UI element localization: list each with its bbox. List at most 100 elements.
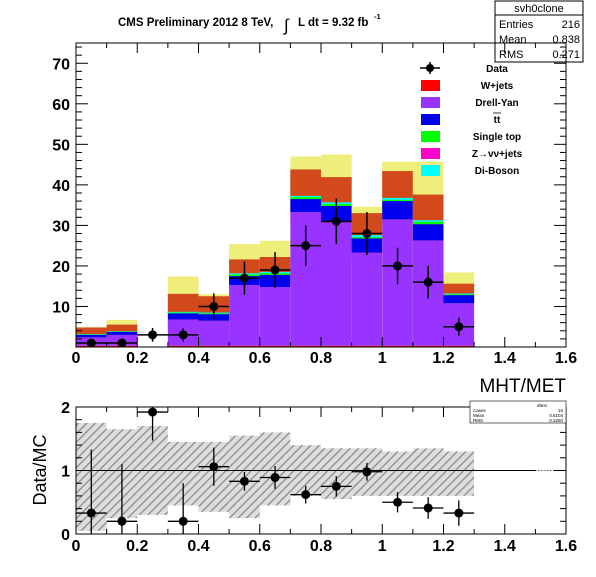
ratio-point: [332, 482, 341, 491]
ratio-point: [240, 477, 249, 486]
legend-swatch-diboson: [421, 165, 440, 176]
uncertainty-upper-bar: [321, 177, 352, 202]
legend-swatch-dy: [421, 97, 440, 108]
main-x-tick-label: 1: [378, 350, 387, 367]
stats-entries-value: 216: [562, 19, 580, 31]
data-point: [424, 278, 433, 287]
stats-rms-label: RMS: [499, 49, 523, 61]
ratio-band-bar: [413, 448, 444, 496]
legend-label: Z→νν+jets: [472, 149, 523, 160]
legend-label: Data: [486, 64, 508, 75]
main-y-tick-label: 50: [52, 137, 70, 154]
stack-bar-ttbar: [107, 332, 138, 335]
ratio-point: [301, 490, 310, 499]
ratio-point: [148, 408, 157, 417]
stack-bar-diboson: [382, 198, 413, 200]
stack-bar-ttbar: [444, 295, 475, 303]
stats-box: svh0clone Entries 216 Mean 0.838 RMS 0.2…: [495, 1, 583, 62]
ratio-x-tick-label: 1: [378, 538, 387, 555]
uncertainty-upper-bar: [444, 284, 475, 294]
legend-label: Di-Boson: [475, 166, 519, 177]
ratio-x-tick-label: 1.4: [494, 538, 516, 555]
ratio-band-bar: [382, 451, 413, 495]
x-axis-title: MHT/MET: [479, 376, 566, 397]
legend-label: tt: [494, 115, 501, 126]
data-point: [362, 229, 371, 238]
legend-swatch-singletop: [421, 131, 440, 142]
data-point: [179, 330, 188, 339]
legend-swatch-wjets: [421, 80, 440, 91]
stack-bar-dy: [260, 287, 291, 346]
legend: Data W+jets Drell-Yan tt Single top Z→νν+jets…: [420, 62, 523, 177]
ratio-point: [117, 517, 126, 526]
ratio-point: [454, 509, 463, 518]
ratio-y-tick-label: 1: [61, 464, 70, 481]
stack-bar-ttbar: [413, 224, 444, 240]
ratio-x-tick-label: 0.4: [187, 538, 209, 555]
ratio-point: [87, 509, 96, 518]
ratio-band-bar: [444, 451, 475, 495]
stack-bar-diboson: [290, 196, 321, 197]
stats-entries-label: Entries: [499, 19, 534, 31]
stack-bar-singletop: [382, 200, 413, 201]
stack-bar-ttbar: [168, 313, 199, 319]
ratio-point: [179, 517, 188, 526]
data-point: [393, 261, 402, 270]
ratio-y-tick-label: 0: [61, 527, 70, 544]
title-lumi-exponent: -1: [374, 12, 381, 21]
stats-name: svh0clone: [514, 3, 564, 15]
main-x-tick-label: 1.4: [494, 350, 516, 367]
data-point: [301, 241, 310, 250]
ratio-stats-rms-label: RMS: [473, 418, 483, 423]
data-point: [209, 302, 218, 311]
ratio-x-tick-label: 1.2: [432, 538, 454, 555]
legend-label: Single top: [473, 132, 521, 143]
ratio-x-tick-label: 1.6: [555, 538, 577, 555]
uncertainty-upper-bar: [413, 195, 444, 221]
stack-bar-singletop: [444, 294, 475, 295]
ratio-point: [271, 473, 280, 482]
ratio-stats-name: dtest: [537, 403, 548, 408]
ratio-point: [424, 503, 433, 512]
stacked-bars: [76, 154, 474, 347]
plot-title: CMS Preliminary 2012 8 TeV, ∫ L dt = 9.3…: [118, 12, 381, 35]
main-x-tick-label: 0: [72, 350, 81, 367]
legend-label: W+jets: [481, 81, 514, 92]
legend-swatch-ttbar: [421, 114, 440, 125]
ratio-x-tick-label: 0.2: [126, 538, 148, 555]
main-x-tick-label: 1.2: [432, 350, 454, 367]
uncertainty-upper-bar: [382, 171, 413, 198]
ratio-x-tick-label: 0.6: [249, 538, 271, 555]
stack-bar-diboson: [413, 220, 444, 222]
data-point: [148, 330, 157, 339]
main-y-tick-label: 40: [52, 178, 70, 195]
ratio-point: [362, 467, 371, 476]
main-x-tick-label: 0.8: [310, 350, 332, 367]
uncertainty-upper-bar: [290, 169, 321, 195]
main-x-tick-label: 0.2: [126, 350, 148, 367]
stack-bar-ttbar: [382, 201, 413, 219]
stack-bar-ttbar: [290, 199, 321, 212]
main-y-tick-label: 10: [52, 299, 70, 316]
main-x-tick-label: 0.4: [187, 350, 209, 367]
stack-bar-dy: [352, 253, 383, 346]
main-y-tick-label: 30: [52, 218, 70, 235]
stack-bar-ttbar: [76, 335, 107, 337]
main-x-tick-label: 0.6: [249, 350, 271, 367]
ratio-point: [393, 498, 402, 507]
ratio-point: [209, 462, 218, 471]
main-x-tick-label: 1.6: [555, 350, 577, 367]
data-point: [454, 322, 463, 331]
ratio-stats-box: dtest Cases 15 Mean 0.6104 RMS 0.3260: [470, 401, 566, 423]
legend-label: Drell-Yan: [475, 98, 518, 109]
stack-bar-diboson: [168, 312, 199, 313]
ratio-x-tick-label: 0.8: [310, 538, 332, 555]
stats-mean-label: Mean: [499, 34, 527, 46]
data-point: [87, 338, 96, 347]
stack-bar-dy: [199, 321, 230, 346]
stack-bar-singletop: [290, 197, 321, 199]
stack-bar-singletop: [413, 222, 444, 224]
stack-bar-singletop: [168, 313, 199, 314]
title-lumi: L dt = 9.32 fb: [298, 17, 368, 29]
